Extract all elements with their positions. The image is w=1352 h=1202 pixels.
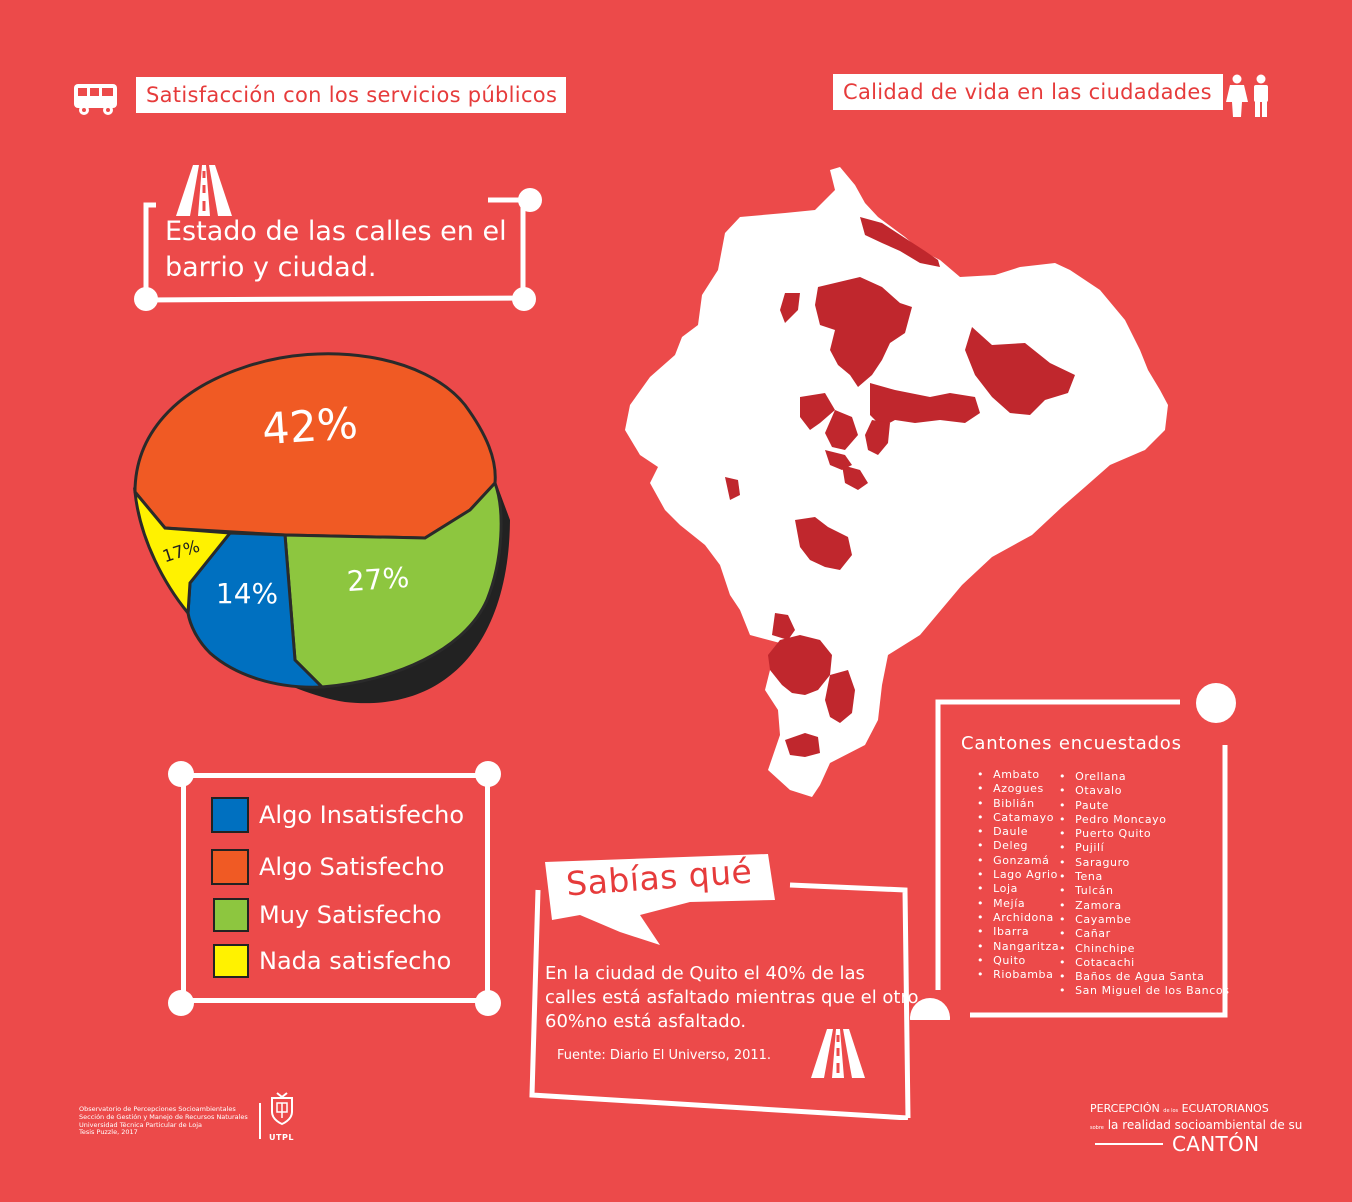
list-item: Pujilí: [1059, 841, 1230, 855]
legend-item-muy-satisfecho: Muy Satisfecho: [213, 898, 442, 932]
list-item: Pedro Moncayo: [1059, 813, 1230, 827]
footer-divider: [259, 1103, 261, 1139]
list-item: Azogues: [977, 782, 1059, 796]
legend-item-algo-satisfecho: Algo Satisfecho: [211, 849, 445, 885]
left-header-title: Satisfacción con los servicios públicos: [136, 77, 566, 113]
road-icon: [811, 1029, 865, 1078]
footer-line: Universidad Técnica Particular de Loja: [79, 1120, 203, 1129]
footer-credits: Observatorio de Percepciones Socioambien…: [79, 1105, 248, 1137]
frame-dot: [168, 761, 194, 787]
chart-title-line1: Estado de las calles en el: [165, 216, 507, 247]
list-item: Lago Agrio: [977, 868, 1059, 882]
brand-text: sobre: [1090, 1125, 1104, 1131]
list-item: Ibarra: [977, 925, 1059, 939]
list-item: Gonzamá: [977, 854, 1059, 868]
cantones-list-2: OrellanaOtavaloPautePedro MoncayoPuerto …: [1059, 770, 1230, 999]
sabias-line1: En la ciudad de Quito el 40% de las: [545, 963, 865, 984]
chart-title-line2: barrio y ciudad.: [165, 252, 377, 283]
list-item: Daule: [977, 825, 1059, 839]
list-item: Saraguro: [1059, 856, 1230, 870]
list-item: Nangaritza: [977, 940, 1059, 954]
road-icon: [176, 165, 232, 216]
list-item: Tulcán: [1059, 884, 1230, 898]
legend-label: Muy Satisfecho: [259, 901, 442, 929]
legend-label: Nada satisfecho: [259, 947, 452, 975]
legend-item-algo-insatisfecho: Algo Insatisfecho: [211, 797, 465, 833]
sabias-line2: calles está asfaltado mientras que el ot…: [545, 987, 919, 1008]
list-item: San Miguel de los Bancos: [1059, 984, 1230, 998]
bus-icon: [74, 84, 117, 115]
legend-item-nada-satisfecho: Nada satisfecho: [213, 944, 451, 978]
sabias-frame: [529, 854, 911, 1120]
legend-frame: [181, 773, 490, 1003]
list-item: Zamora: [1059, 899, 1230, 913]
slice-label-14: 14%: [216, 577, 278, 610]
list-item: Archidona: [977, 911, 1059, 925]
frame-dot: [168, 990, 194, 1016]
footer-line: Tesis Puzzle, 2017: [79, 1128, 138, 1137]
pie-chart: 42% 27% 14% 17%: [132, 352, 510, 704]
cantones-title: Cantones encuestados: [961, 733, 1182, 754]
surveyed-cantons: [725, 217, 1075, 757]
legend-swatch-green: [213, 898, 249, 932]
list-item: Baños de Agua Santa: [1059, 970, 1230, 984]
slice-muy-satisfecho: [283, 480, 503, 689]
list-item: Orellana: [1059, 770, 1230, 784]
list-item: Tena: [1059, 870, 1230, 884]
frame-dot: [475, 761, 501, 787]
utpl-logo-text: UTPL: [269, 1133, 294, 1142]
list-item: Otavalo: [1059, 784, 1230, 798]
utpl-crest-icon: [271, 1092, 293, 1126]
cantones-list-1: AmbatoAzoguesBibliánCatamayoDauleDelegGo…: [977, 768, 1059, 982]
brand-text: ECUATORIANOS: [1181, 1102, 1269, 1115]
list-item: Biblián: [977, 797, 1059, 811]
list-item: Chinchipe: [1059, 942, 1230, 956]
brand-text: de los: [1163, 1108, 1179, 1114]
sabias-line3: 60%no está asfaltado.: [545, 1011, 747, 1032]
brand-canton: CANTÓN: [1172, 1132, 1260, 1156]
list-item: Quito: [977, 954, 1059, 968]
list-item: Mejía: [977, 897, 1059, 911]
slice-algo-insatisfecho: [186, 531, 326, 689]
legend-swatch-yellow: [213, 944, 249, 978]
brand-text: la realidad socioambiental de su: [1107, 1118, 1303, 1132]
brand-block: PERCEPCIÓN de los ECUATORIANOS sobre la …: [1090, 1102, 1302, 1135]
list-item: Ambato: [977, 768, 1059, 782]
list-item: Puerto Quito: [1059, 827, 1230, 841]
brand-text: PERCEPCIÓN: [1090, 1102, 1160, 1115]
ecuador-map: [625, 167, 1168, 797]
frame-dot: [475, 990, 501, 1016]
footer-line: Observatorio de Percepciones Socioambien…: [79, 1105, 236, 1113]
footer-line: Sección de Gestión y Manejo de Recursos …: [79, 1112, 248, 1121]
chart-title-frame: [134, 188, 542, 311]
list-item: Riobamba: [977, 968, 1059, 982]
slice-nada-satisfecho: [132, 487, 233, 617]
list-item: Catamayo: [977, 811, 1059, 825]
list-item: Loja: [977, 882, 1059, 896]
sabias-source: Fuente: Diario El Universo, 2011.: [557, 1048, 772, 1063]
list-item: Cañar: [1059, 927, 1230, 941]
legend-label: Algo Insatisfecho: [259, 801, 465, 829]
list-item: Paute: [1059, 799, 1230, 813]
legend-label: Algo Satisfecho: [259, 853, 445, 881]
list-item: Deleg: [977, 839, 1059, 853]
slice-label-42: 42%: [261, 399, 360, 456]
list-item: Cotacachi: [1059, 956, 1230, 970]
right-header-title: Calidad de vida en las ciudadades: [833, 74, 1223, 110]
slice-algo-satisfecho: [133, 352, 497, 540]
legend-swatch-blue: [211, 797, 249, 833]
brand-rule: [1095, 1143, 1163, 1145]
sabias-text: En la ciudad de Quito el 40% de las call…: [545, 962, 919, 1034]
list-item: Cayambe: [1059, 913, 1230, 927]
slice-label-27: 27%: [346, 561, 410, 598]
people-icon: [1226, 74, 1268, 117]
legend-swatch-orange: [211, 849, 249, 885]
